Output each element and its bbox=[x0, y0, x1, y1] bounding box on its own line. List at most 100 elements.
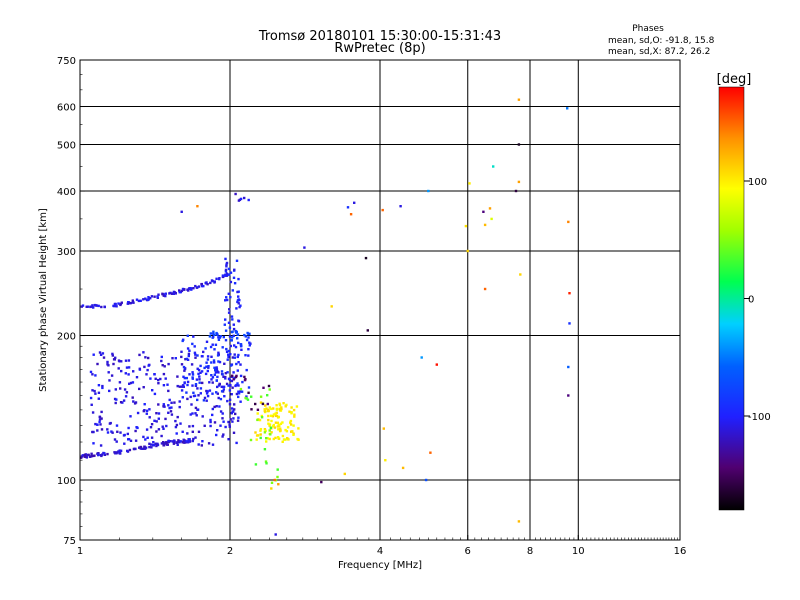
x-tick-label: 16 bbox=[674, 546, 687, 557]
data-point bbox=[106, 360, 109, 364]
data-point bbox=[111, 354, 114, 357]
data-point bbox=[118, 451, 122, 455]
data-point bbox=[181, 287, 185, 291]
data-point bbox=[274, 533, 277, 536]
data-point bbox=[289, 419, 293, 423]
data-point bbox=[194, 412, 197, 415]
data-point bbox=[202, 284, 205, 288]
data-point bbox=[268, 437, 271, 441]
data-point bbox=[567, 365, 570, 369]
data-point bbox=[490, 217, 493, 221]
data-point bbox=[274, 436, 277, 440]
data-point bbox=[232, 327, 236, 331]
data-point bbox=[228, 425, 231, 428]
data-point bbox=[113, 304, 116, 308]
data-point bbox=[180, 210, 183, 213]
data-point bbox=[148, 416, 151, 419]
data-point bbox=[196, 286, 199, 289]
data-point bbox=[517, 98, 521, 101]
data-point bbox=[222, 385, 226, 388]
data-point bbox=[117, 450, 120, 453]
data-point bbox=[154, 377, 157, 380]
data-point bbox=[205, 399, 208, 402]
data-point bbox=[162, 427, 165, 430]
data-point bbox=[155, 444, 158, 448]
data-point bbox=[129, 415, 132, 418]
data-point bbox=[216, 375, 219, 379]
data-point bbox=[160, 359, 163, 363]
data-point bbox=[206, 283, 209, 286]
data-point bbox=[197, 285, 201, 288]
data-point bbox=[211, 336, 214, 339]
data-point bbox=[102, 356, 106, 359]
data-point bbox=[114, 356, 117, 359]
data-point bbox=[173, 401, 176, 404]
data-point bbox=[150, 446, 153, 449]
data-point bbox=[162, 293, 165, 296]
data-point bbox=[118, 360, 121, 363]
data-point bbox=[236, 419, 240, 422]
data-point bbox=[176, 443, 179, 446]
data-point bbox=[256, 418, 259, 422]
data-point bbox=[568, 322, 571, 325]
y-tick-label: 200 bbox=[57, 332, 76, 343]
data-point bbox=[217, 336, 220, 339]
data-point bbox=[237, 319, 240, 322]
data-point bbox=[199, 364, 202, 368]
data-point bbox=[197, 430, 201, 433]
data-point bbox=[183, 288, 186, 291]
data-point bbox=[192, 391, 195, 394]
data-point bbox=[234, 375, 238, 379]
data-point bbox=[115, 398, 118, 401]
data-point bbox=[211, 343, 214, 346]
data-point bbox=[330, 305, 333, 308]
data-point bbox=[103, 305, 106, 308]
data-point bbox=[172, 442, 176, 445]
data-point bbox=[216, 354, 220, 357]
data-point bbox=[270, 414, 273, 417]
data-point bbox=[282, 438, 286, 441]
data-point bbox=[176, 375, 179, 378]
data-point bbox=[218, 405, 221, 408]
data-point bbox=[281, 421, 284, 424]
data-point bbox=[161, 292, 164, 295]
data-point bbox=[236, 382, 239, 385]
data-point bbox=[201, 381, 204, 385]
data-point bbox=[227, 349, 231, 353]
data-point bbox=[183, 381, 186, 384]
data-point bbox=[170, 401, 173, 404]
data-point bbox=[212, 330, 215, 333]
data-point bbox=[193, 345, 196, 348]
data-point bbox=[133, 402, 137, 405]
data-point bbox=[180, 363, 184, 366]
data-point bbox=[293, 413, 296, 416]
data-point bbox=[284, 428, 287, 432]
data-point bbox=[288, 410, 291, 413]
data-point bbox=[101, 352, 105, 355]
data-point bbox=[188, 287, 191, 290]
data-point bbox=[166, 443, 169, 446]
data-point bbox=[131, 299, 134, 302]
data-point bbox=[132, 400, 135, 403]
data-point bbox=[154, 442, 157, 445]
data-point bbox=[123, 388, 127, 391]
data-point bbox=[138, 353, 141, 357]
data-point bbox=[239, 400, 242, 403]
data-point bbox=[160, 355, 163, 359]
data-point bbox=[221, 412, 224, 415]
data-point bbox=[188, 425, 191, 428]
data-point bbox=[128, 302, 131, 305]
data-point bbox=[259, 395, 263, 398]
data-point bbox=[173, 439, 176, 443]
data-point bbox=[222, 433, 225, 436]
data-point bbox=[230, 339, 233, 342]
data-point bbox=[221, 275, 225, 279]
data-point bbox=[232, 431, 236, 434]
data-point bbox=[167, 389, 170, 393]
data-point bbox=[194, 284, 197, 288]
data-point bbox=[210, 279, 214, 282]
data-point bbox=[129, 381, 133, 385]
data-point bbox=[269, 433, 272, 436]
data-point bbox=[285, 430, 289, 433]
data-point bbox=[259, 433, 262, 436]
